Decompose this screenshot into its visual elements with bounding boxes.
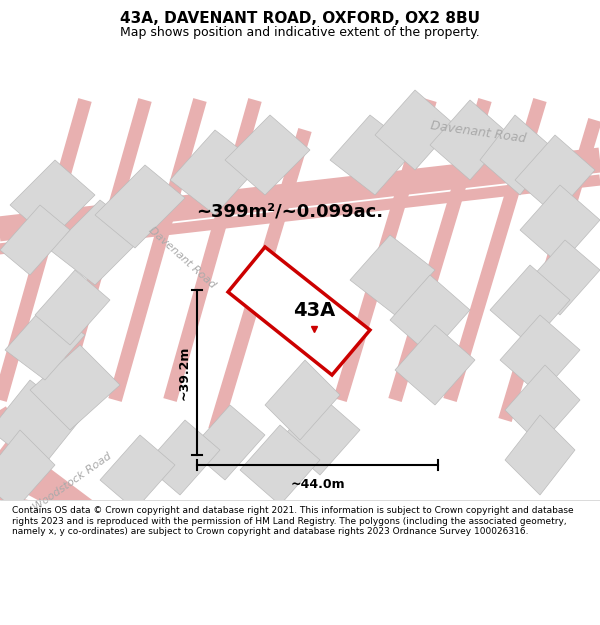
Polygon shape [30,345,120,430]
Polygon shape [228,247,370,375]
Polygon shape [0,430,55,510]
Polygon shape [5,305,85,380]
Polygon shape [280,395,360,475]
Text: ~44.0m: ~44.0m [290,479,345,491]
Polygon shape [525,240,600,315]
Text: Map shows position and indicative extent of the property.: Map shows position and indicative extent… [120,26,480,39]
Polygon shape [330,115,415,195]
Polygon shape [515,135,595,215]
Polygon shape [0,380,80,470]
Text: ~39.2m: ~39.2m [178,345,191,400]
Polygon shape [265,360,340,440]
Polygon shape [375,90,455,170]
Text: 43A: 43A [293,301,335,321]
Polygon shape [145,420,220,495]
Polygon shape [520,185,600,265]
Text: Contains OS data © Crown copyright and database right 2021. This information is : Contains OS data © Crown copyright and d… [12,506,574,536]
Text: Davenant Road: Davenant Road [146,226,217,291]
Text: Davenant Road: Davenant Road [430,119,527,145]
Polygon shape [10,160,95,240]
Polygon shape [240,425,320,505]
Polygon shape [225,115,310,195]
Polygon shape [95,165,185,248]
Polygon shape [350,235,435,315]
Polygon shape [0,205,70,275]
Polygon shape [500,315,580,395]
Text: Woodstock Road: Woodstock Road [31,451,113,512]
Text: 43A, DAVENANT ROAD, OXFORD, OX2 8BU: 43A, DAVENANT ROAD, OXFORD, OX2 8BU [120,11,480,26]
Polygon shape [35,270,110,345]
Polygon shape [190,405,265,480]
Polygon shape [505,365,580,445]
Polygon shape [390,275,470,355]
Polygon shape [505,415,575,495]
Polygon shape [395,325,475,405]
Polygon shape [170,130,260,215]
Polygon shape [50,200,145,285]
Text: ~399m²/~0.099ac.: ~399m²/~0.099ac. [196,203,383,221]
Polygon shape [430,100,510,180]
Polygon shape [480,115,555,195]
Polygon shape [490,265,570,345]
Polygon shape [100,435,175,510]
